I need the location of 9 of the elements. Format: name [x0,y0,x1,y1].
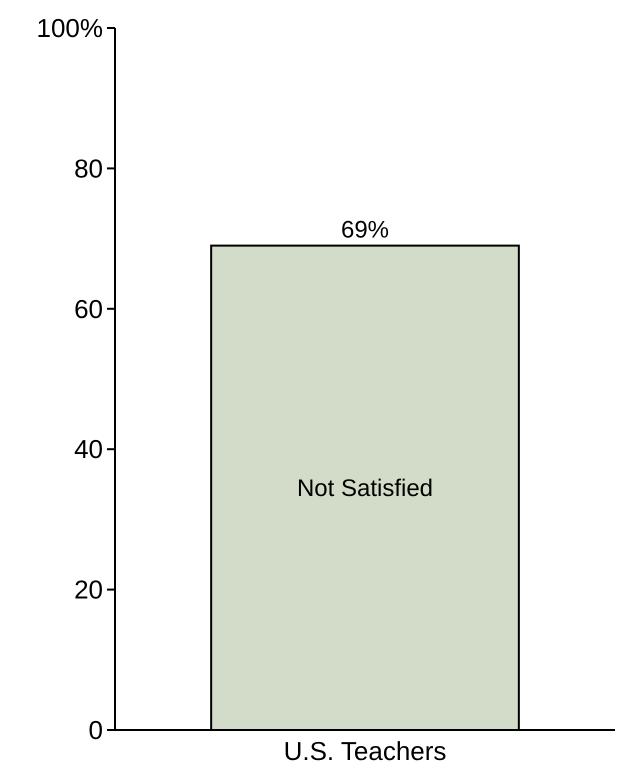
y-tick-label: 40 [74,434,103,464]
x-tick-label: U.S. Teachers [284,736,446,766]
y-tick-label: 20 [74,574,103,605]
y-tick-label: 80 [74,153,103,184]
y-tick-label: 0 [88,715,103,745]
y-tick-label: 60 [74,294,103,324]
y-tick-label: 100% [36,13,103,43]
series-label: Not Satisfied [296,474,434,502]
data-label: 69% [340,216,390,244]
